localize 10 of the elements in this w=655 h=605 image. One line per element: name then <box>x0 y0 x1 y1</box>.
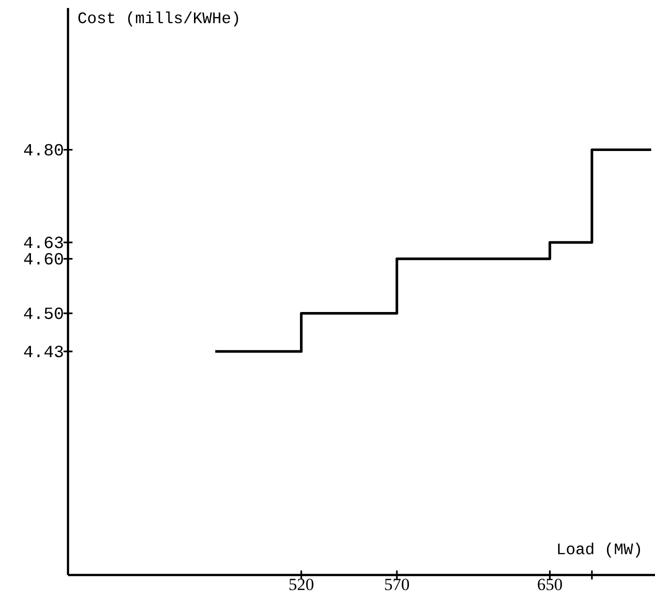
x-tick-label: 650 <box>538 578 562 590</box>
x-tick-label: 520 <box>290 578 314 590</box>
x-tick-label: 570 <box>385 578 409 590</box>
y-tick-label: 4.80 <box>24 144 63 156</box>
y-tick-label: 4.63 <box>24 236 63 248</box>
x-axis-title: Load (MW) <box>558 542 640 558</box>
y-tick-label: 4.60 <box>24 253 63 265</box>
y-tick-label: 4.43 <box>24 346 63 358</box>
y-axis-title: Cost (mills/KWHe) <box>78 12 238 26</box>
y-tick-label: 4.50 <box>24 308 63 320</box>
